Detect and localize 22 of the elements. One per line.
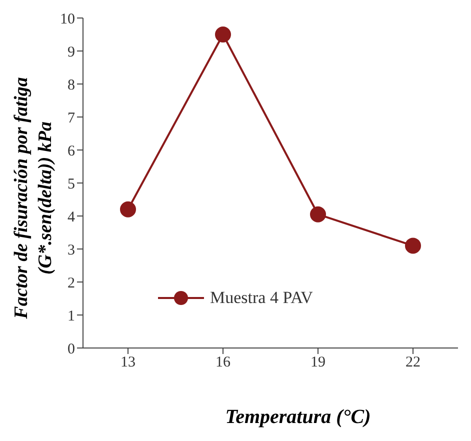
y-tick-label: 8 — [68, 77, 75, 94]
x-tick-label: 16 — [216, 354, 231, 371]
y-axis-title: Factor de fisuración por fatiga (G*.sen(delta)) kPa — [11, 76, 56, 320]
y-tick-label: 10 — [60, 11, 75, 28]
point — [405, 238, 421, 254]
point — [310, 206, 326, 222]
point — [215, 26, 231, 42]
y-tick-label: 4 — [68, 209, 76, 226]
x-tick-label: 19 — [310, 354, 326, 371]
y-tick-label: 9 — [68, 44, 75, 60]
y-tick-label: 5 — [68, 176, 75, 192]
point — [120, 201, 136, 218]
x-tick-label: 22 — [406, 354, 420, 371]
x-axis-title: Temperatura (°C) — [225, 406, 371, 428]
y-tick-label: 1 — [68, 308, 75, 324]
y-tick-label: 7 — [68, 110, 76, 126]
x-tick-label: 13 — [120, 354, 136, 371]
y-tick-label: 0 — [68, 341, 75, 358]
y-tick-label: 6 — [68, 143, 76, 160]
y-tick-label: 2 — [68, 275, 75, 292]
y-tick-label: 3 — [68, 242, 75, 258]
legend-label: Muestra 4 PAV — [210, 288, 313, 308]
